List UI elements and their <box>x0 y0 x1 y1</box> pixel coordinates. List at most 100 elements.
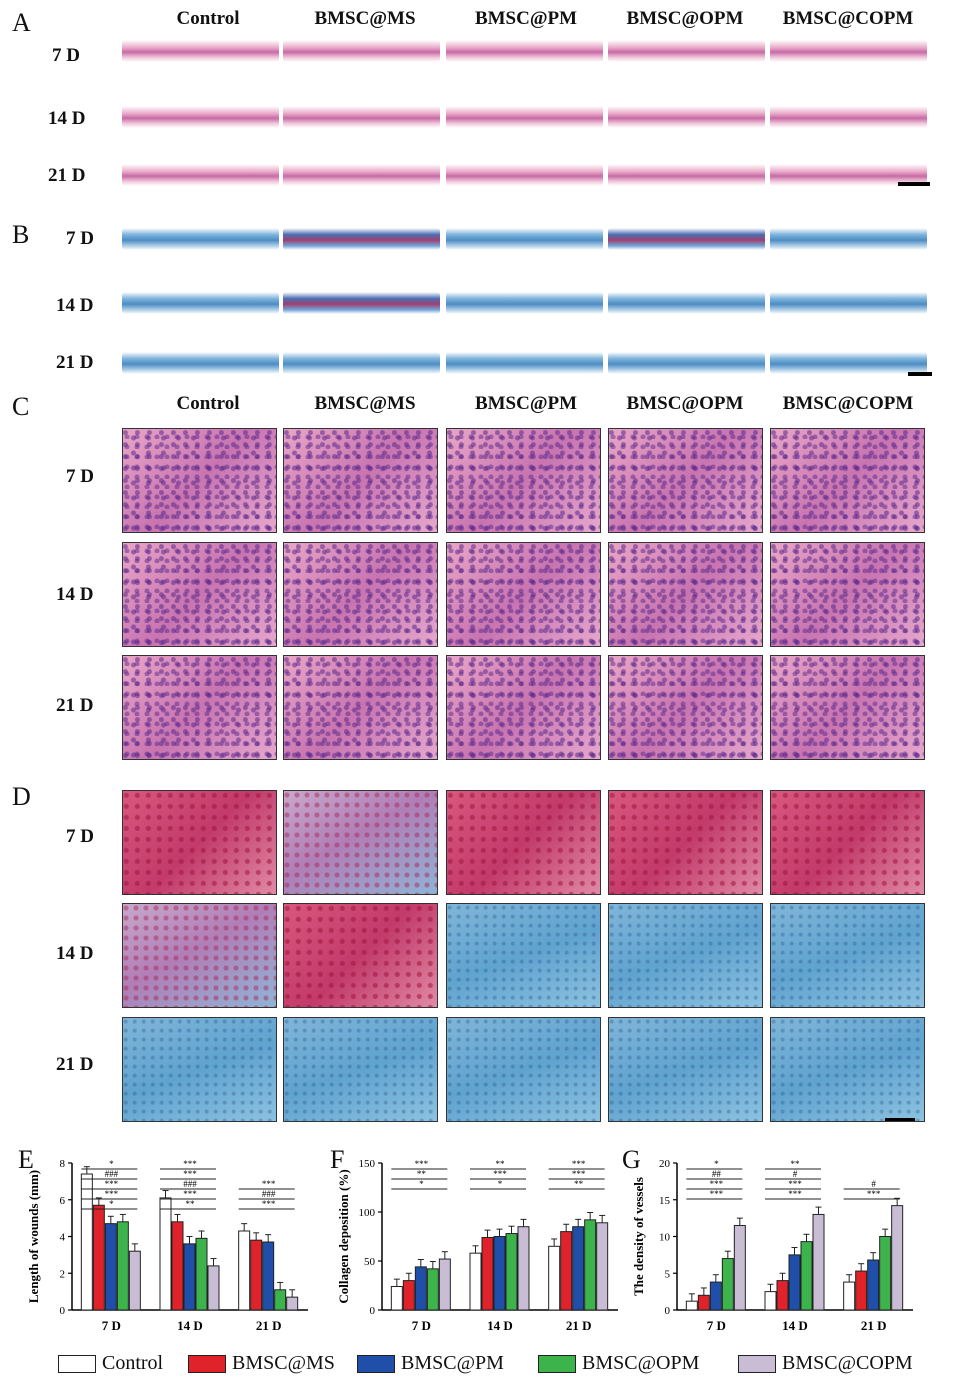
chart-g-xtick-label-0: 7 D <box>707 1318 726 1333</box>
chart-g-sig-label-9: # <box>871 1179 876 1189</box>
scale-bar-b <box>908 372 932 376</box>
col-title-ms-a: BMSC@MS <box>314 8 416 29</box>
mt-tile-r2-c2 <box>446 1017 601 1122</box>
panel-label-d: D <box>12 782 31 811</box>
chart-f-bar-0-1 <box>402 1280 415 1311</box>
chart-e-bar-2-0 <box>238 1230 251 1311</box>
legend-label-copm: BMSC@COPM <box>782 1352 913 1374</box>
row-label-a-14d: 14 D <box>48 108 86 129</box>
he-strip-r0-c0 <box>122 40 279 62</box>
col-title-copm-c: BMSC@COPM <box>782 393 914 414</box>
chart-e-sig-label-4: * <box>109 1159 114 1169</box>
row-label-c-21d: 21 D <box>56 695 94 716</box>
chart-f-bar-1-4 <box>517 1226 530 1311</box>
he-strip-r2-c0 <box>122 164 279 186</box>
mt-strip-r1-c2 <box>446 292 603 314</box>
chart-e-ytick-label-2: 4 <box>60 1232 66 1244</box>
chart-e-xtick-label-2: 21 D <box>256 1318 282 1333</box>
row-label-b-21d: 21 D <box>56 352 94 373</box>
panel-label-f: F <box>330 1145 345 1174</box>
chart-f-xtick-label-0: 7 D <box>412 1318 431 1333</box>
he-tile-r1-c2 <box>446 542 601 647</box>
he-tile-r2-c2 <box>446 655 601 760</box>
row-label-c-14d: 14 D <box>56 584 94 605</box>
chart-e-xtick-label-1: 14 D <box>177 1318 203 1333</box>
panel-label-b: B <box>12 220 30 249</box>
row-label-b-7d: 7 D <box>66 228 94 249</box>
chart-g-xtick-label-1: 14 D <box>782 1318 808 1333</box>
he-strip-r1-c3 <box>608 106 765 128</box>
chart-f-xtick-label-2: 21 D <box>566 1318 592 1333</box>
chart-g-sig-label-8: *** <box>867 1189 881 1199</box>
scale-bar-d <box>885 1118 915 1121</box>
legend-swatch-control <box>58 1354 96 1373</box>
chart-e-bar-0-4 <box>128 1250 141 1311</box>
chart-f-bar-2-4 <box>596 1222 609 1311</box>
mt-strip-r0-c0 <box>122 228 279 250</box>
legend-opm: BMSC@OPM <box>538 1352 699 1375</box>
chart-e-sig-label-3: ### <box>105 1169 119 1179</box>
chart-f-ylabel: Collagen deposition (%) <box>336 1169 351 1303</box>
he-tile-r0-c0 <box>122 428 277 533</box>
chart-f-sig-label-3: * <box>498 1179 503 1189</box>
chart-e-sig-label-0: * <box>109 1199 114 1209</box>
he-tile-r0-c4 <box>770 428 925 533</box>
col-title-pm-a: BMSC@PM <box>474 8 578 29</box>
chart-f-collagen: 0 50 100 150 Collagen deposition (%) 7 D 14 D 2… <box>336 1158 618 1333</box>
chart-g-sig-label-2: ## <box>712 1169 722 1179</box>
chart-g-bar-0-3 <box>721 1258 734 1311</box>
mt-strip-r1-c0 <box>122 292 279 314</box>
chart-g-ytick-label-4: 20 <box>659 1158 671 1170</box>
row-label-c-7d: 7 D <box>66 466 94 487</box>
he-strip-r2-c4 <box>770 164 927 186</box>
chart-e-bar-2-1 <box>250 1239 263 1311</box>
chart-f-bar-0-3 <box>426 1268 439 1311</box>
mt-tile-r2-c4 <box>770 1017 925 1122</box>
he-strip-r0-c2 <box>446 40 603 62</box>
mt-tile-r2-c3 <box>608 1017 763 1122</box>
mt-tile-r1-c0 <box>122 903 277 1008</box>
chart-f-bar-2-3 <box>584 1219 597 1311</box>
chart-e-bar-1-4 <box>207 1265 220 1311</box>
chart-f-sig-label-5: ** <box>496 1159 506 1169</box>
chart-g-ylabel: The density of vessels <box>631 1177 646 1296</box>
chart-f-sig-label-0: * <box>419 1179 424 1189</box>
he-tile-r0-c1 <box>283 428 438 533</box>
chart-e-sig-label-7: ### <box>183 1179 197 1189</box>
legend-swatch-ms <box>188 1354 226 1373</box>
legend-swatch-copm <box>738 1354 776 1373</box>
chart-f-sig-label-6: ** <box>574 1179 584 1189</box>
col-title-opm-a: BMSC@OPM <box>626 8 744 29</box>
chart-e-sig-label-12: *** <box>262 1179 276 1189</box>
chart-e-sig-label-8: *** <box>183 1169 197 1179</box>
chart-f-xtick-label-1: 14 D <box>487 1318 513 1333</box>
legend-label-ms: BMSC@MS <box>232 1352 335 1374</box>
chart-f-bar-1-3 <box>505 1233 518 1311</box>
chart-e-bar-0-3 <box>116 1221 129 1311</box>
he-tile-r1-c4 <box>770 542 925 647</box>
legend-label-control: Control <box>102 1352 164 1374</box>
mt-tile-r0-c0 <box>122 790 277 895</box>
chart-e-sig-label-5: ** <box>186 1199 196 1209</box>
chart-g-bar-2-2 <box>867 1259 880 1311</box>
chart-e-bar-1-2 <box>183 1243 196 1311</box>
chart-e-sig-label-2: *** <box>105 1179 119 1189</box>
legend-swatch-opm <box>538 1354 576 1373</box>
chart-g-ytick-label-3: 15 <box>659 1195 671 1207</box>
legend-ms: BMSC@MS <box>188 1352 335 1375</box>
mt-tile-r1-c2 <box>446 903 601 1008</box>
chart-e-sig-label-1: *** <box>105 1189 119 1199</box>
he-tile-r1-c1 <box>283 542 438 647</box>
he-strip-r1-c1 <box>283 106 440 128</box>
chart-f-sig-label-2: *** <box>415 1159 429 1169</box>
chart-g-bar-0-4 <box>733 1224 746 1311</box>
chart-f-sig-label-8: *** <box>572 1159 586 1169</box>
mt-tile-r1-c1 <box>283 903 438 1008</box>
chart-f-bar-1-2 <box>493 1236 506 1311</box>
chart-e-xtick-label-0: 7 D <box>102 1318 121 1333</box>
chart-g-sig-label-6: # <box>793 1169 798 1179</box>
chart-f-ytick-label-2: 100 <box>359 1207 376 1219</box>
chart-f-sig-label-7: *** <box>572 1169 586 1179</box>
chart-e-ytick-label-4: 8 <box>60 1158 66 1170</box>
he-tile-r0-c2 <box>446 428 601 533</box>
